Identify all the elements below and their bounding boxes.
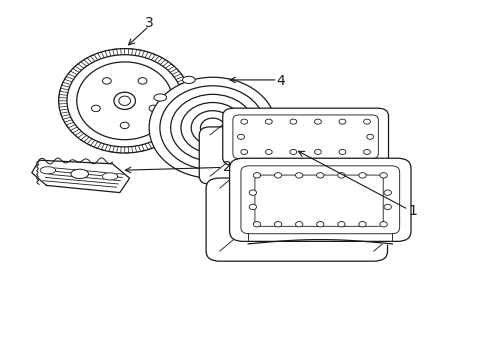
Ellipse shape bbox=[59, 49, 190, 153]
Circle shape bbox=[314, 149, 321, 154]
Ellipse shape bbox=[149, 105, 158, 112]
Ellipse shape bbox=[102, 78, 111, 84]
Circle shape bbox=[363, 119, 369, 124]
Circle shape bbox=[337, 221, 345, 227]
Circle shape bbox=[358, 173, 366, 178]
Text: 3: 3 bbox=[144, 17, 153, 30]
Circle shape bbox=[253, 221, 260, 227]
Ellipse shape bbox=[91, 105, 100, 112]
Circle shape bbox=[274, 221, 281, 227]
Circle shape bbox=[265, 119, 272, 124]
Ellipse shape bbox=[67, 55, 182, 147]
Polygon shape bbox=[32, 160, 129, 193]
Text: 1: 1 bbox=[408, 204, 417, 217]
Circle shape bbox=[314, 119, 321, 124]
Circle shape bbox=[337, 173, 345, 178]
Circle shape bbox=[338, 119, 345, 124]
Circle shape bbox=[366, 134, 373, 139]
Circle shape bbox=[363, 149, 369, 154]
Circle shape bbox=[241, 149, 247, 154]
Circle shape bbox=[338, 149, 345, 154]
Circle shape bbox=[289, 149, 296, 154]
Ellipse shape bbox=[160, 86, 265, 170]
Circle shape bbox=[241, 119, 247, 124]
FancyBboxPatch shape bbox=[206, 178, 386, 261]
Circle shape bbox=[265, 149, 272, 154]
Circle shape bbox=[379, 221, 386, 227]
Circle shape bbox=[295, 221, 302, 227]
Circle shape bbox=[249, 190, 256, 195]
Ellipse shape bbox=[170, 94, 254, 161]
Ellipse shape bbox=[114, 92, 135, 109]
Ellipse shape bbox=[200, 118, 224, 138]
Circle shape bbox=[316, 173, 323, 178]
Circle shape bbox=[249, 204, 256, 210]
FancyBboxPatch shape bbox=[199, 127, 364, 184]
Text: 4: 4 bbox=[276, 74, 285, 88]
Ellipse shape bbox=[77, 62, 172, 140]
Ellipse shape bbox=[119, 96, 130, 105]
Polygon shape bbox=[102, 173, 118, 180]
FancyBboxPatch shape bbox=[223, 108, 387, 166]
FancyBboxPatch shape bbox=[229, 158, 410, 241]
Ellipse shape bbox=[120, 122, 129, 129]
Ellipse shape bbox=[191, 111, 234, 145]
Circle shape bbox=[316, 221, 323, 227]
Circle shape bbox=[379, 173, 386, 178]
Circle shape bbox=[358, 221, 366, 227]
Ellipse shape bbox=[138, 78, 146, 84]
Circle shape bbox=[295, 173, 302, 178]
Ellipse shape bbox=[71, 169, 88, 179]
Ellipse shape bbox=[149, 77, 276, 178]
Circle shape bbox=[253, 173, 260, 178]
Text: 2: 2 bbox=[223, 161, 231, 174]
Circle shape bbox=[383, 190, 390, 195]
Circle shape bbox=[274, 173, 281, 178]
Ellipse shape bbox=[181, 103, 244, 153]
Polygon shape bbox=[40, 167, 56, 174]
Ellipse shape bbox=[182, 76, 195, 84]
Ellipse shape bbox=[154, 94, 166, 101]
Circle shape bbox=[383, 204, 390, 210]
Circle shape bbox=[289, 119, 296, 124]
Circle shape bbox=[237, 134, 244, 139]
